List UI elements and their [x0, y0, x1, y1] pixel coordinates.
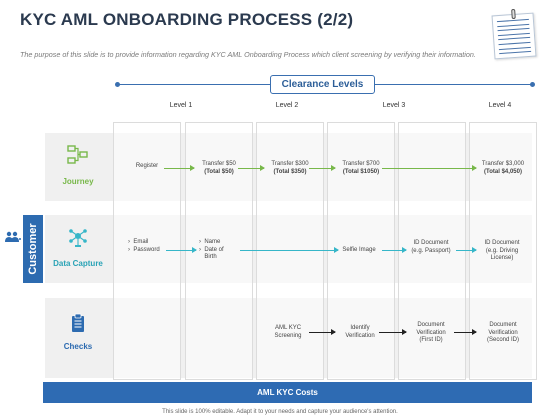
checks-label: Checks [63, 342, 93, 351]
checks-arrow-3 [454, 329, 477, 335]
journey-level-3-transfer: Transfer $700 (Total $1050) [342, 161, 380, 175]
level-column-1b [185, 122, 253, 380]
data-arrow-4 [456, 247, 477, 253]
level-column-4 [469, 122, 537, 380]
id-document-passport: ID Document (e.g. Passport) [411, 240, 451, 254]
aml-kyc-screening: AML KYC Screening [274, 325, 302, 339]
journey-level-2-transfer: Transfer $300 (Total $350) [271, 161, 309, 175]
footer-text: This slide is 100% editable. Adapt it to… [162, 409, 398, 415]
page-title: KYC AML ONBOARDING PROCESS (2/2) [20, 10, 354, 29]
data-capture-label: Data Capture [53, 259, 103, 268]
journey-arrow-3 [309, 165, 336, 171]
flow-icon [67, 145, 88, 164]
id-document-license: ID Document (e.g. Driving License) [484, 240, 520, 261]
timeline-end-dot [530, 82, 535, 87]
aml-kyc-costs-bar: AML KYC Costs [43, 382, 532, 403]
data-arrow-2 [240, 247, 339, 253]
level-column-1a [113, 122, 181, 380]
selfie-image-text: Selfie Image [342, 247, 376, 253]
level-1-fields: › Email › Password [128, 239, 160, 253]
data-arrow-3 [382, 247, 407, 253]
level-2-fields: › Name › Date of Birth [199, 239, 224, 260]
timeline-start-dot [115, 82, 120, 87]
notepad-icon [491, 8, 537, 60]
network-icon [69, 229, 87, 247]
clipboard-icon [72, 313, 84, 332]
level-column-2a [256, 122, 324, 380]
register-text: Register [135, 163, 159, 169]
customer-side-bar [23, 215, 43, 283]
journey-level-1-transfer: Transfer $50 (Total $50) [202, 161, 236, 175]
journey-label: Journey [62, 177, 94, 186]
journey-arrow-1 [164, 165, 195, 171]
level-column-3 [398, 122, 466, 380]
page-subtitle: The purpose of this slide is to provide … [20, 50, 476, 59]
journey-arrow-4 [382, 165, 477, 171]
checks-arrow-1 [309, 329, 336, 335]
customer-label: Customer [27, 223, 39, 275]
clearance-levels-title: Clearance Levels [270, 75, 375, 94]
users-icon [5, 231, 21, 242]
level-1-label: Level 1 [169, 102, 193, 109]
journey-arrow-2 [238, 165, 265, 171]
journey-level-4-transfer: Transfer $3,000 (Total $4,050) [481, 161, 525, 175]
level-4-label: Level 4 [488, 102, 512, 109]
level-2-label: Level 2 [275, 102, 299, 109]
document-verification-first: Document Verification (First ID) [416, 322, 446, 343]
data-arrow-1 [166, 247, 197, 253]
document-verification-second: Document Verification (Second ID) [486, 322, 519, 343]
identify-verification: Identify Verification [345, 325, 375, 339]
checks-arrow-2 [379, 329, 407, 335]
level-3-label: Level 3 [382, 102, 406, 109]
